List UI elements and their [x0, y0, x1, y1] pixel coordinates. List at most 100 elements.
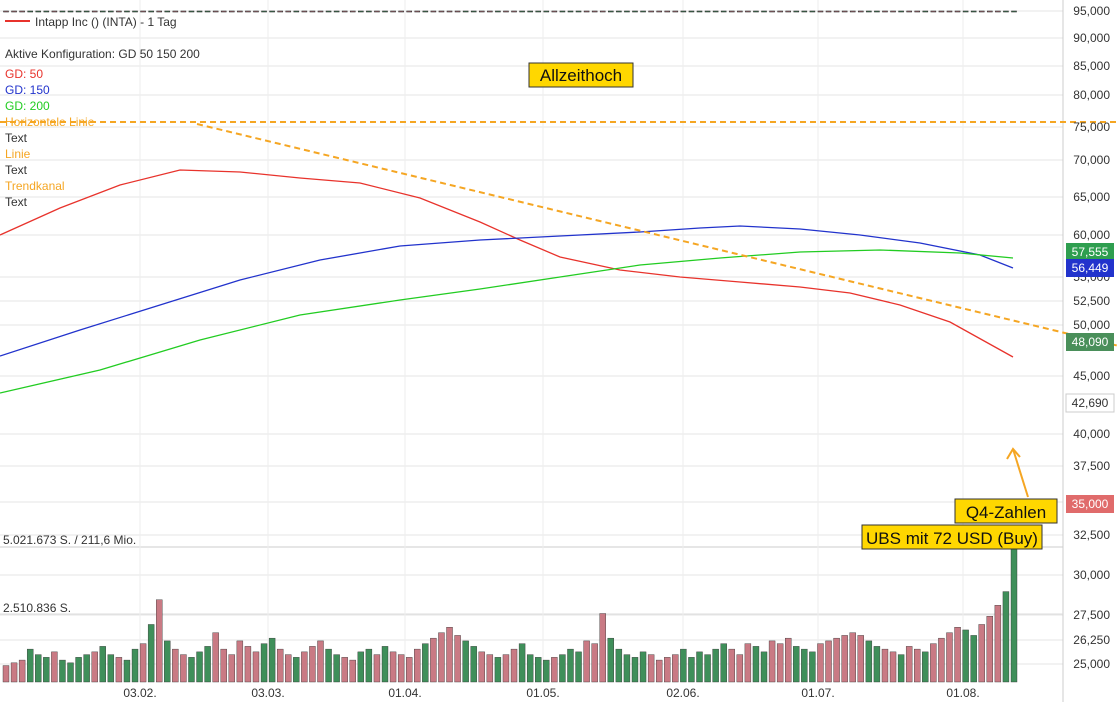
- y-tick-label: 90,000: [1073, 31, 1110, 45]
- candle: [688, 10, 695, 13]
- candle-body: [478, 10, 485, 13]
- x-tick-label: 01.07.: [801, 686, 834, 700]
- candle: [156, 10, 163, 13]
- candle-body: [882, 10, 888, 13]
- volume-bar: [954, 627, 961, 683]
- volume-bar: [994, 605, 1002, 683]
- candle: [51, 10, 58, 13]
- price-tag-box: [1065, 393, 1115, 413]
- candle: [801, 10, 808, 13]
- volume-bar: [672, 654, 679, 683]
- x-axis: 03.02. 03.03. 01.04. 01.05. 02.06. 01.07. 01.0…: [123, 686, 979, 700]
- candle-body: [132, 10, 138, 13]
- candle: [559, 10, 566, 13]
- annotation-all-time-high-box: [528, 62, 634, 88]
- candle-body: [220, 10, 227, 13]
- volume-bar: [406, 657, 413, 683]
- volume-bar: [478, 651, 485, 683]
- candle: [898, 10, 904, 13]
- price-tag-box: [1066, 333, 1114, 351]
- legend-horizontal-line[interactable]: Horizontale Linie: [5, 115, 95, 129]
- candle-body: [1011, 10, 1017, 13]
- candle-body: [970, 10, 977, 13]
- candle-body: [309, 10, 316, 13]
- candle: [624, 10, 630, 13]
- candle-body: [930, 10, 937, 13]
- legend-trend-channel[interactable]: Trendkanal: [5, 179, 65, 193]
- volume-bar: [897, 654, 905, 683]
- candle-body: [591, 10, 598, 13]
- volume-bar: [164, 640, 171, 683]
- candle: [204, 10, 211, 13]
- candle-body: [19, 10, 25, 13]
- legend-line[interactable]: Linie: [5, 147, 31, 161]
- volume-bar: [268, 637, 276, 683]
- legend-text-3[interactable]: Text: [5, 195, 28, 209]
- volume-bar: [801, 648, 808, 683]
- volume-bar: [1010, 544, 1018, 683]
- candle: [35, 10, 42, 13]
- volume-bar: [341, 657, 348, 683]
- candle-body: [349, 10, 356, 13]
- legend-gd200[interactable]: GD: 200: [5, 99, 50, 113]
- volume-bar: [962, 629, 969, 683]
- candle: [833, 10, 840, 13]
- volume-bar: [728, 648, 735, 683]
- volume-bar: [333, 654, 340, 683]
- volume-bar: [978, 624, 985, 683]
- volume-bar: [720, 643, 727, 683]
- volume-bar: [526, 654, 534, 683]
- candle-body: [559, 10, 566, 13]
- annotation-ubs-box: [861, 524, 1043, 550]
- candle-body: [632, 10, 638, 13]
- trend-line[interactable]: [196, 123, 1119, 347]
- candle-body: [196, 10, 203, 13]
- volume-bar: [2, 665, 10, 683]
- legend-text-1[interactable]: Text: [5, 131, 28, 145]
- volume-bar: [43, 657, 50, 683]
- candle: [914, 10, 921, 13]
- candle: [116, 10, 122, 13]
- candle-body: [583, 10, 590, 13]
- volume-bar: [922, 651, 929, 683]
- legend-text-2[interactable]: Text: [5, 163, 28, 177]
- volume-bar: [889, 651, 897, 683]
- candle: [962, 10, 969, 13]
- price-tag: 56,449: [1066, 259, 1114, 277]
- annotation-q4: Q4-Zahlen: [954, 447, 1058, 524]
- candle: [196, 10, 203, 13]
- candle-body: [430, 10, 437, 13]
- candle-body: [108, 10, 114, 13]
- volume-bar: [276, 648, 284, 683]
- candle: [817, 10, 824, 13]
- candle: [148, 10, 154, 13]
- legend-gd150[interactable]: GD: 150: [5, 83, 50, 97]
- candle: [1003, 10, 1009, 13]
- candle: [83, 10, 90, 13]
- price-tag-text: 35,000: [1072, 497, 1109, 511]
- volume-bar: [591, 643, 598, 683]
- candle: [567, 10, 574, 13]
- candle-body: [841, 10, 848, 13]
- legend-gd50[interactable]: GD: 50: [5, 67, 43, 81]
- volume-bar: [381, 646, 389, 683]
- volume-bar: [938, 637, 945, 683]
- volume-bar: [664, 657, 671, 683]
- volume-bar: [785, 637, 792, 683]
- volume-bar: [535, 657, 542, 683]
- candle: [75, 10, 82, 13]
- candle: [737, 10, 743, 13]
- candle-body: [962, 10, 969, 13]
- volume-bar: [930, 643, 937, 683]
- volume-bar: [559, 654, 566, 683]
- candle-body: [495, 10, 501, 13]
- candle-body: [59, 10, 66, 13]
- volume-bar: [107, 654, 115, 683]
- candle: [978, 10, 985, 13]
- candle: [269, 10, 275, 13]
- volume-bar: [196, 651, 203, 683]
- volume-bar: [760, 651, 768, 683]
- annotation-ubs-text: UBS mit 72 USD (Buy): [866, 529, 1038, 548]
- candle-body: [849, 10, 856, 13]
